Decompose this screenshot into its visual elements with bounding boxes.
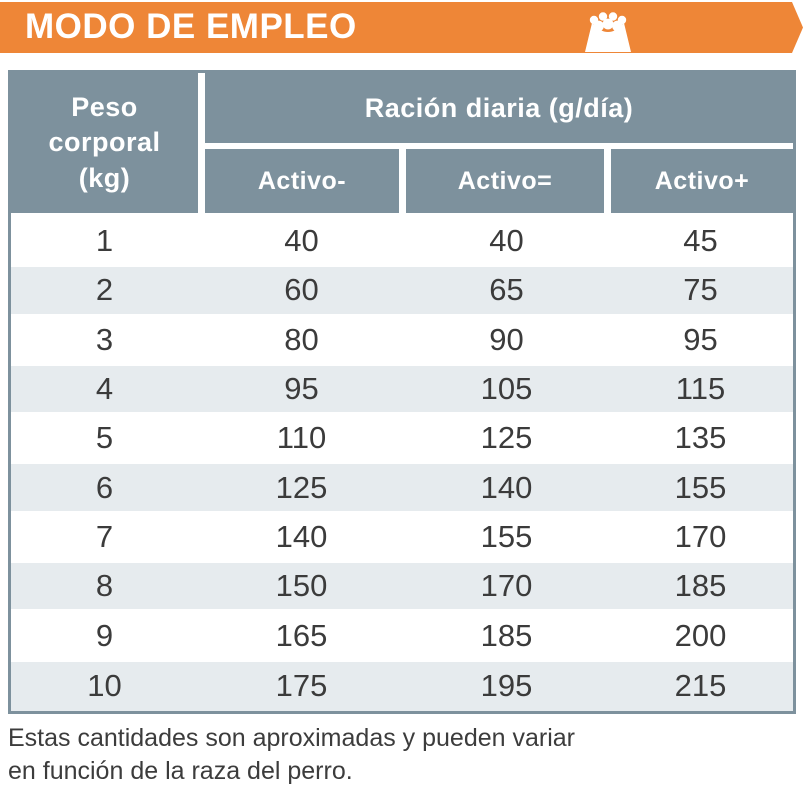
weight-cell: 3 [95, 321, 114, 357]
ration-cell: 140 [275, 518, 328, 554]
column-header-activo-equal: Activo= [406, 149, 604, 213]
table-row: 1 40 40 45 [11, 218, 793, 268]
ration-cell: 65 [489, 272, 524, 308]
weight-cell: 10 [87, 668, 122, 704]
weight-cell: 6 [95, 469, 114, 505]
ration-cell: 140 [480, 469, 533, 505]
section-title: MODO DE EMPLEO [25, 6, 357, 46]
weight-cell: 4 [95, 371, 114, 407]
ration-cell: 175 [275, 668, 328, 704]
table-body: 1 40 40 45 2 60 65 75 3 80 90 95 4 95 105 115 5 110 125 135… [11, 218, 793, 711]
ration-cell: 215 [674, 668, 727, 704]
column-header-activo-plus: Activo+ [611, 149, 793, 213]
ration-cell: 155 [674, 469, 727, 505]
table-row: 4 95 105 115 [11, 365, 793, 416]
column-header-activo-minus: Activo- [205, 149, 399, 213]
ration-cell: 75 [683, 272, 718, 308]
table-row: 8 150 170 185 [11, 563, 793, 613]
table-row: 2 60 65 75 [11, 267, 793, 317]
footnote-text: Estas cantidades son aproximadas y puede… [8, 724, 575, 785]
ration-cell: 45 [683, 223, 718, 259]
ration-cell: 165 [275, 617, 328, 653]
dog-bowl-icon [577, 11, 639, 53]
ration-cell: 185 [674, 568, 727, 604]
weight-cell: 5 [95, 420, 114, 456]
weight-cell: 7 [95, 518, 114, 554]
weight-cell: 8 [95, 568, 114, 604]
column-header-daily-ration: Ración diaria (g/día) [205, 73, 793, 143]
ration-cell: 150 [275, 568, 328, 604]
table-row: 5 110 125 135 [11, 415, 793, 465]
ration-cell: 170 [674, 518, 727, 554]
table-row: 10 175 195 215 [11, 661, 793, 711]
ration-cell: 40 [489, 223, 524, 259]
table-row: 6 125 140 155 [11, 464, 793, 514]
ration-cell: 95 [284, 371, 319, 407]
section-header-banner: MODO DE EMPLEO [0, 2, 803, 53]
ration-cell: 105 [480, 371, 533, 407]
weight-cell: 2 [95, 272, 114, 308]
ration-cell: 40 [284, 223, 319, 259]
column-header-body-weight: Peso corporal (kg) [11, 73, 198, 213]
ration-cell: 125 [480, 420, 533, 456]
table-row: 3 80 90 95 [11, 317, 793, 366]
ration-cell: 110 [276, 420, 327, 456]
ration-cell: 90 [489, 321, 524, 357]
ration-cell: 95 [683, 321, 718, 357]
ration-cell: 170 [480, 568, 533, 604]
ration-cell: 125 [275, 469, 328, 505]
feeding-table: Peso corporal (kg) Ración diaria (g/día)… [8, 70, 796, 714]
ration-cell: 60 [284, 272, 319, 308]
ration-cell: 135 [674, 420, 727, 456]
table-row: 7 140 155 170 [11, 514, 793, 564]
weight-cell: 9 [95, 617, 114, 653]
ration-cell: 80 [284, 321, 319, 357]
table-row: 9 165 185 200 [11, 612, 793, 662]
weight-cell: 1 [95, 223, 114, 259]
ration-cell: 115 [675, 371, 726, 407]
ration-cell: 200 [674, 617, 727, 653]
ration-cell: 195 [480, 668, 533, 704]
ration-cell: 155 [480, 518, 533, 554]
ration-cell: 185 [480, 617, 533, 653]
